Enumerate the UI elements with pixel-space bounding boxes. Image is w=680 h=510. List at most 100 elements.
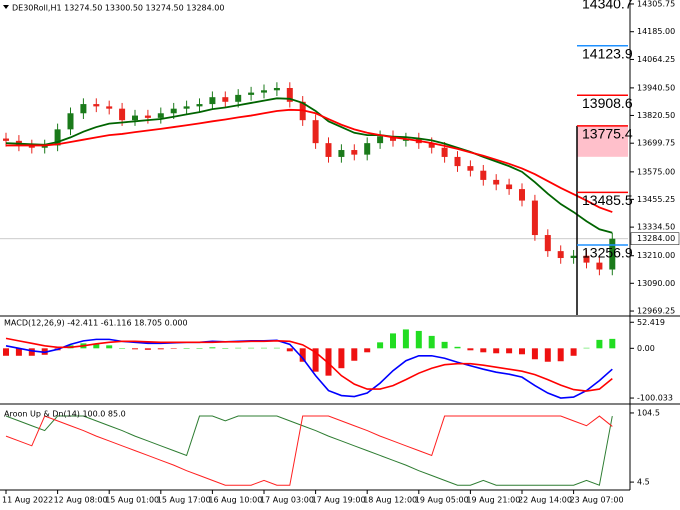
candle-body (106, 106, 113, 109)
indicator-line (5, 415, 613, 486)
histogram-bar (351, 348, 358, 361)
candle-body (325, 143, 332, 157)
candle-body (222, 97, 229, 102)
candle-body (93, 104, 100, 107)
histogram-bar (480, 348, 487, 353)
candle-body (286, 87, 293, 102)
histogram-bar (132, 348, 138, 350)
histogram-bar (286, 348, 293, 352)
histogram-bar (390, 333, 396, 349)
moving-average (6, 108, 613, 213)
histogram-bar (570, 348, 577, 356)
candle-body (41, 145, 48, 148)
histogram-bar (248, 347, 255, 349)
candle-body (54, 129, 61, 146)
candle-body (609, 238, 616, 270)
x-tick-label: 19 Aug 05:00 (415, 496, 469, 505)
y-tick-label: 13210.00 (637, 251, 675, 260)
candle-body (428, 143, 435, 148)
indicator-line (5, 337, 613, 392)
candle-body (67, 113, 74, 130)
candle-body (441, 147, 448, 157)
candle-body (273, 87, 280, 91)
x-tick-label: 17 Aug 19:00 (312, 496, 366, 505)
y-tick-label: 13334.50 (637, 223, 675, 232)
histogram-bar (106, 345, 113, 349)
histogram-bar (544, 348, 551, 362)
histogram-bar (377, 342, 384, 349)
candle-body (557, 251, 564, 259)
indicator-line (5, 415, 613, 486)
candle-body (209, 97, 216, 105)
x-tick-label: 15 Aug 01:00 (105, 496, 159, 505)
candle-body (454, 156, 461, 167)
level-label: 14123.9 (582, 45, 633, 61)
histogram-bar (364, 348, 371, 353)
level-label: 13908.6 (582, 95, 633, 111)
y-tick-label: 14305.75 (637, 0, 675, 8)
y-tick-label: 0.00 (637, 344, 655, 353)
zone-box (577, 125, 628, 157)
x-tick-label: 17 Aug 03:00 (260, 496, 314, 505)
candle-body (248, 92, 255, 95)
histogram-bar (338, 348, 345, 369)
y-tick-label: 14064.25 (637, 55, 675, 64)
histogram-bar (441, 341, 448, 349)
histogram-bar (454, 346, 461, 349)
candle-body (3, 138, 9, 141)
candle-body (157, 113, 164, 118)
candle-body (480, 170, 487, 180)
level-label: 13485.5 (582, 192, 633, 208)
histogram-bar (583, 347, 590, 349)
candle-body (351, 150, 358, 155)
level-label: 13775.4 (582, 126, 633, 142)
x-tick-label: 18 Aug 12:00 (363, 496, 417, 505)
candle-body (132, 115, 138, 121)
candle-body (506, 184, 513, 190)
level-label: 14340.7 (582, 0, 633, 12)
current-price-box (630, 232, 680, 245)
histogram-bar (3, 348, 9, 356)
y-tick-label: -100.033 (637, 394, 673, 403)
candle-body (467, 166, 474, 171)
candle-body (119, 108, 126, 121)
y-tick-label: 13940.50 (637, 83, 675, 92)
y-tick-label: 13699.75 (637, 139, 675, 148)
y-tick-label: 13090.00 (637, 279, 675, 288)
candle-body (144, 115, 151, 118)
candle-body (596, 262, 603, 270)
histogram-bar (312, 348, 319, 372)
histogram-bar (519, 348, 525, 355)
candle-body (196, 104, 203, 107)
x-tick-label: 19 Aug 21:00 (466, 496, 520, 505)
x-tick-label: 11 Aug 2022 (2, 496, 53, 505)
chart-title: DE30Roll,H1 13274.50 13300.50 13274.50 1… (12, 4, 224, 13)
candle-body (570, 255, 577, 259)
candle-body (364, 143, 371, 155)
histogram-bar (299, 348, 306, 362)
y-tick-label: 13575.00 (637, 167, 675, 176)
histogram-bar (415, 330, 422, 349)
candle-body (338, 150, 345, 157)
histogram-bar (28, 348, 35, 356)
histogram-bar (493, 348, 500, 354)
candle-body (261, 90, 267, 93)
current-price-label: 13284.00 (637, 234, 675, 243)
x-tick-label: 16 Aug 10:00 (208, 496, 262, 505)
histogram-bar (196, 348, 203, 349)
candle-body (170, 108, 177, 114)
y-tick-label: 4.5 (637, 478, 650, 487)
candle-body (544, 235, 551, 252)
annotations: DE30Roll,H1 13274.50 13300.50 13274.50 1… (3, 4, 224, 419)
histogram-bar (157, 348, 164, 350)
histogram-bar (261, 347, 267, 349)
candle-body (183, 106, 190, 109)
aroon-pane: 104.5 4.5 (5, 408, 660, 487)
candle-body (493, 179, 500, 185)
histogram-bar (183, 348, 190, 349)
histogram-bar (209, 347, 216, 349)
indicator-line (5, 338, 613, 399)
histogram-bar (235, 347, 242, 349)
